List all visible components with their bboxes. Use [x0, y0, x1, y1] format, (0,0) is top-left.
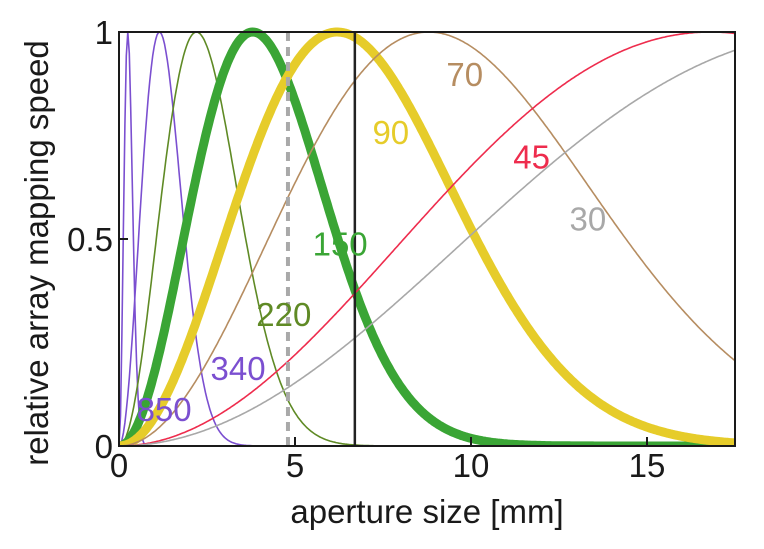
series-label-220: 220 — [256, 296, 311, 333]
series-line-220 — [119, 31, 735, 446]
x-tick-label: 10 — [453, 447, 490, 484]
series-line-90 — [119, 27, 735, 446]
y-axis-label: relative array mapping speed — [18, 40, 55, 466]
x-tick-label: 5 — [286, 447, 304, 484]
y-tick-label: 0 — [95, 428, 113, 465]
x-axis-label: aperture size [mm] — [290, 493, 563, 530]
series-label-850: 850 — [137, 391, 192, 428]
y-tick-label: 0.5 — [67, 221, 113, 258]
series-label-90: 90 — [372, 114, 409, 151]
series-label-30: 30 — [570, 201, 607, 238]
x-tick-label: 0 — [110, 447, 128, 484]
y-tick-label: 1 — [95, 14, 113, 51]
series-line-30 — [119, 49, 735, 446]
series-line-45 — [119, 31, 735, 446]
series-line-340 — [119, 31, 735, 446]
series-label-45: 45 — [513, 139, 550, 176]
series-line-150 — [119, 27, 735, 446]
reference-lines-layer — [285, 32, 357, 446]
series-label-150: 150 — [313, 226, 368, 263]
series-label-340: 340 — [211, 350, 266, 387]
x-tick-label: 15 — [629, 447, 666, 484]
curves-layer — [119, 27, 735, 446]
series-label-70: 70 — [446, 56, 483, 93]
